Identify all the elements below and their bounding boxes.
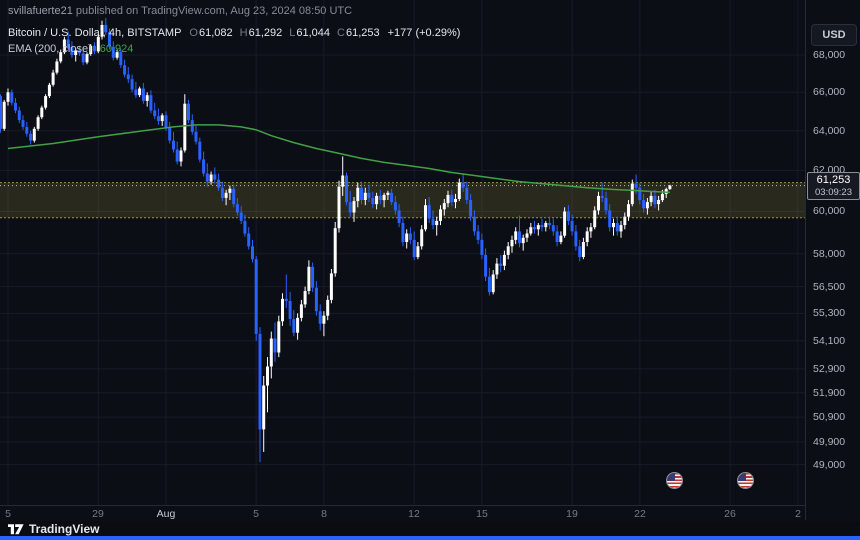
- symbol-title[interactable]: Bitcoin / U.S. Dollar, 4h, BITSTAMP: [8, 26, 182, 39]
- price-change: +177 (+0.29%): [387, 26, 461, 39]
- close-label: C: [337, 26, 345, 39]
- price-tick-label: 54,100: [813, 335, 846, 347]
- open-value: 61,082: [198, 26, 233, 39]
- price-axis[interactable]: USD 68,000 66,000 64,000 62,000 60,000 58,000…: [805, 0, 860, 520]
- footer-accent-strip: [0, 536, 860, 540]
- price-tick-label: 58,000: [813, 248, 846, 260]
- us-flag-event-icon[interactable]: [737, 472, 754, 489]
- ohlc-values: O61,082 H61,292 L61,044 C61,253: [189, 26, 379, 41]
- time-tick-label: 26: [724, 508, 736, 520]
- us-flag-event-icon[interactable]: [666, 472, 683, 489]
- candlestick-chart-canvas[interactable]: [0, 0, 805, 505]
- time-tick-label: 5: [5, 508, 11, 520]
- tradingview-logo-icon: [8, 524, 24, 535]
- time-tick-label: 15: [476, 508, 488, 520]
- price-tick-label: 64,000: [813, 125, 846, 137]
- currency-usd-button[interactable]: USD: [811, 24, 857, 46]
- symbol-legend-row: Bitcoin / U.S. Dollar, 4h, BITSTAMP O61,…: [8, 25, 460, 41]
- time-tick-label: 2: [795, 508, 801, 520]
- price-tick-label: 68,000: [813, 49, 846, 61]
- time-tick-label: 5: [253, 508, 259, 520]
- tradingview-brand-link[interactable]: TradingView: [8, 522, 99, 536]
- high-value: 61,292: [248, 26, 283, 39]
- ema-indicator-value: 60,924: [99, 42, 134, 55]
- footer-bar: TradingView: [0, 521, 860, 536]
- tradingview-brand-text: TradingView: [29, 521, 100, 536]
- price-tick-label: 50,900: [813, 411, 846, 423]
- price-tick-label: 49,000: [813, 459, 846, 471]
- close-value: 61,253: [345, 26, 380, 39]
- flag-canton: [667, 473, 675, 481]
- low-label: L: [289, 26, 296, 39]
- time-tick-label: 8: [321, 508, 327, 520]
- chart-legend: Bitcoin / U.S. Dollar, 4h, BITSTAMP O61,…: [8, 25, 460, 57]
- time-axis[interactable]: 5 29 Aug 5 8 12 15 19 22 26 2: [0, 505, 860, 521]
- time-tick-label: 19: [566, 508, 578, 520]
- time-tick-label: 29: [92, 508, 104, 520]
- last-price-value: 61,253: [816, 174, 851, 186]
- chart-area[interactable]: [0, 0, 805, 505]
- time-tick-label: Aug: [156, 508, 176, 520]
- indicator-legend-row: EMA (200, close) 60,924: [8, 41, 460, 57]
- time-tick-labels: 5 29 Aug 5 8 12 15 19 22 26 2: [0, 506, 805, 521]
- open-label: O: [189, 26, 198, 39]
- published-header: svillafuerte21 published on TradingView.…: [8, 5, 352, 17]
- published-info-text: published on TradingView.com, Aug 23, 20…: [72, 5, 353, 17]
- ema-indicator-label: EMA (200, close): [8, 42, 92, 55]
- time-tick-label: 22: [634, 508, 646, 520]
- time-tick-label: 12: [408, 508, 420, 520]
- price-tick-label: 55,300: [813, 307, 846, 319]
- price-tick-label: 56,500: [813, 281, 846, 293]
- price-tick-label: 49,900: [813, 436, 846, 448]
- price-tick-label: 51,900: [813, 387, 846, 399]
- username-link[interactable]: svillafuerte21: [8, 5, 73, 17]
- high-label: H: [239, 26, 248, 39]
- last-price-label: 61,253 03:09:23: [807, 172, 860, 200]
- flag-canton: [738, 473, 746, 481]
- price-tick-label: 60,000: [813, 205, 846, 217]
- price-tick-label: 66,000: [813, 86, 846, 98]
- bar-close-countdown: 03:09:23: [815, 187, 852, 198]
- price-tick-label: 52,900: [813, 363, 846, 375]
- low-value: 61,044: [296, 26, 331, 39]
